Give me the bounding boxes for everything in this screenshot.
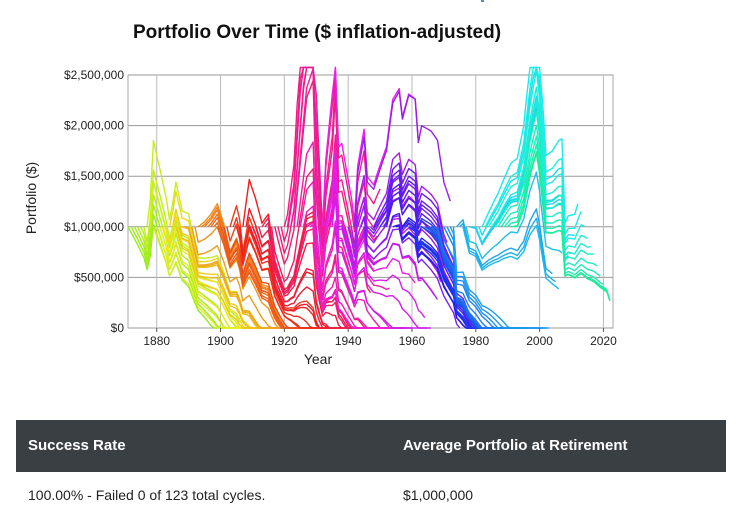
x-axis-label: Year <box>304 351 333 367</box>
cycle-line <box>187 226 285 329</box>
x-tick-label: 1960 <box>399 334 426 348</box>
cycle-line <box>191 226 288 329</box>
cycle-line <box>296 141 393 329</box>
y-tick-label: $1,000,000 <box>64 220 124 234</box>
cycle-line <box>235 226 333 329</box>
top-scroll-indicator <box>481 0 484 2</box>
x-tick-label: 2000 <box>526 334 553 348</box>
chart-axes: $0 $500,000 $1,000,000 $1,500,000 $2,000,000… <box>64 68 617 348</box>
y-tick-label: $2,500,000 <box>64 68 124 82</box>
cycle-line <box>258 226 355 329</box>
cycle-line <box>350 152 448 247</box>
portfolio-chart: Portfolio Over Time ($ inflation-adjuste… <box>23 22 617 367</box>
y-tick-label: $0 <box>111 321 125 335</box>
cycle-line <box>194 226 291 329</box>
cycle-line <box>363 226 461 329</box>
x-tick-label: 1880 <box>143 334 170 348</box>
cycle-line <box>507 144 604 285</box>
cycle-line <box>500 124 598 267</box>
cycle-line <box>325 147 422 282</box>
y-tick-label: $2,000,000 <box>64 119 124 133</box>
success-rate-value: 100.00% - Failed 0 of 123 total cycles. <box>28 487 266 503</box>
cycle-line <box>503 135 601 277</box>
x-tick-label: 2020 <box>590 334 617 348</box>
cycle-line <box>452 226 550 329</box>
cycle-line <box>283 66 381 233</box>
cycle-line <box>497 111 594 261</box>
cycle-line <box>456 208 553 275</box>
cycle-line <box>459 217 556 283</box>
cycle-line <box>328 176 426 319</box>
cycle-line <box>478 66 575 241</box>
y-axis-label: Portfolio ($) <box>23 162 39 234</box>
x-tick-label: 1900 <box>207 334 234 348</box>
cycle-line <box>516 152 611 301</box>
cycle-line <box>465 171 563 260</box>
cycle-line <box>293 68 390 291</box>
avg-portfolio-value: $1,000,000 <box>403 487 474 503</box>
x-tick-label: 1920 <box>271 334 298 348</box>
x-tick-label: 1980 <box>462 334 489 348</box>
cycle-line <box>136 194 234 329</box>
cycle-line <box>487 69 585 244</box>
cycle-line <box>334 226 432 329</box>
cycle-line <box>353 90 451 227</box>
x-tick-label: 1940 <box>335 334 362 348</box>
cycle-line <box>264 220 361 329</box>
cycle-lines <box>127 66 611 329</box>
cycle-line <box>491 86 588 251</box>
cycle-line <box>385 197 483 329</box>
stats-table-header: Success Rate Average Portfolio at Retire… <box>16 420 726 472</box>
y-tick-label: $1,500,000 <box>64 169 124 183</box>
cycle-line <box>469 107 566 262</box>
cycle-line <box>133 204 231 329</box>
cycle-line <box>341 226 439 300</box>
cycle-line <box>127 223 224 329</box>
cycle-line <box>331 195 428 329</box>
cycle-line <box>462 224 560 290</box>
chart-title: Portfolio Over Time ($ inflation-adjuste… <box>133 22 501 43</box>
y-tick-label: $500,000 <box>74 270 124 284</box>
cycle-line <box>481 66 579 228</box>
cycle-line <box>494 100 591 257</box>
success-rate-header: Success Rate <box>28 437 126 454</box>
cycle-line <box>254 226 352 329</box>
avg-portfolio-header: Average Portfolio at Retirement <box>403 437 628 454</box>
